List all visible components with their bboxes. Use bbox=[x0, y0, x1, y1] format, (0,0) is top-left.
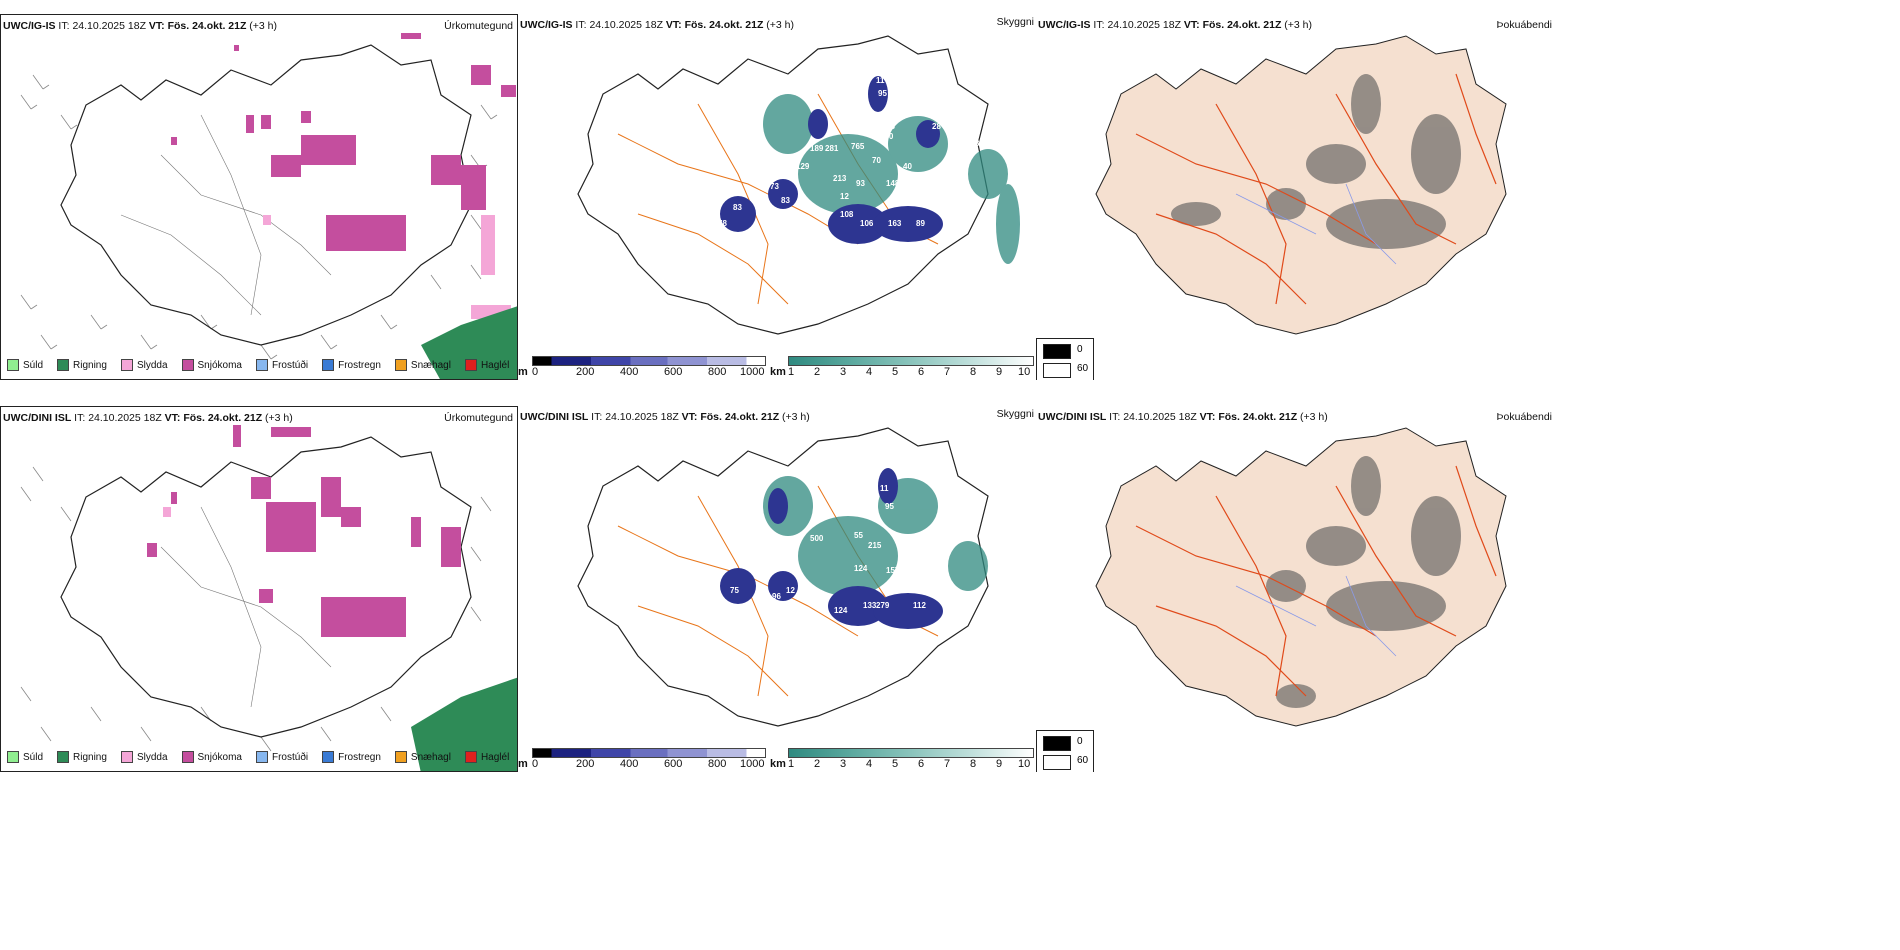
cloudbase-colorbar-row2: m 0 200 400 600 800 1000 bbox=[518, 748, 768, 772]
cloud-label: 55 bbox=[854, 531, 863, 540]
visibility-label-row2: Skyggni bbox=[996, 408, 1034, 420]
cloud-map-row2 bbox=[577, 427, 989, 727]
cloud-label: 279 bbox=[876, 601, 890, 610]
visibility-label-row1: Skyggni bbox=[996, 16, 1034, 28]
cloud-label: 148 bbox=[886, 179, 900, 188]
cloud-label: 148 bbox=[933, 524, 947, 533]
fog-map-row2 bbox=[1095, 427, 1507, 727]
cloud-label: 106 bbox=[860, 219, 874, 228]
cloud-label: 51 bbox=[856, 502, 865, 511]
fog-title-row1: UWC/IG-IS IT: 24.10.2025 18Z VT: Fös. 24… bbox=[1038, 19, 1313, 31]
fog-label-row2: Þokuábendi bbox=[1496, 411, 1552, 423]
visibility-colorbar-row1: km 1 2 3 4 5 6 7 8 9 10 bbox=[770, 356, 1036, 380]
cloud-label: 124 bbox=[834, 606, 848, 615]
cloud-label: 148 bbox=[930, 538, 944, 547]
cloud-label: 96 bbox=[772, 592, 781, 601]
precip-panel-row1: UWC/IG-IS IT: 24.10.2025 18Z VT: Fös. 24… bbox=[0, 14, 518, 380]
cloud-label: 129 bbox=[796, 162, 810, 171]
precip-legend-row2: Súld Rigning Slydda Snjókoma Frostúði Fr… bbox=[7, 751, 509, 763]
cloud-panel-row1: UWC/IG-IS IT: 24.10.2025 18Z VT: Fös. 24… bbox=[518, 14, 1036, 380]
fog-map-row1 bbox=[1095, 35, 1507, 335]
cloud-label: 95 bbox=[878, 89, 887, 98]
precip-type-label-row2: Úrkomutegund bbox=[444, 412, 513, 424]
cloudbase-colorbar-row1: m 0 200 400 600 800 1000 bbox=[518, 356, 768, 380]
cloud-label: 40 bbox=[903, 162, 912, 171]
cloud-label: 500 bbox=[810, 534, 824, 543]
precip-map-row2 bbox=[20, 425, 517, 771]
cloud-label: 12 bbox=[954, 182, 963, 191]
cloud-label: 163 bbox=[888, 219, 902, 228]
precip-type-label-row1: Úrkomutegund bbox=[444, 20, 513, 32]
cloud-label: 108 bbox=[840, 210, 854, 219]
cloud-label: 238 bbox=[964, 534, 978, 543]
fog-title-row2: UWC/DINI ISL IT: 24.10.2025 18Z VT: Fös.… bbox=[1038, 411, 1328, 423]
precip-legend-row1: Súld Rigning Slydda Snjókoma Frostúði Fr… bbox=[7, 359, 509, 371]
cloud-label: 112 bbox=[913, 601, 926, 610]
precip-title-row1: UWC/IG-IS IT: 24.10.2025 18Z VT: Fös. 24… bbox=[3, 20, 278, 32]
cloud-label: 89 bbox=[916, 219, 925, 228]
cloud-label: 83 bbox=[733, 203, 742, 212]
cloud-label: 75 bbox=[730, 586, 739, 595]
fog-legend-row1: 0 60 bbox=[1036, 338, 1094, 380]
cloud-label: 281 bbox=[825, 144, 839, 153]
precip-title-row2: UWC/DINI ISL IT: 24.10.2025 18Z VT: Fös.… bbox=[3, 412, 293, 424]
cloud-label: 78 bbox=[718, 219, 727, 228]
fog-panel-row2: UWC/DINI ISL IT: 24.10.2025 18Z VT: Fös.… bbox=[1036, 406, 1554, 772]
visibility-colorbar-row2: km 1 2 3 4 5 6 7 8 9 10 bbox=[770, 748, 1036, 772]
rain-area-row2 bbox=[411, 677, 517, 771]
cloud-label: 157 bbox=[886, 566, 900, 575]
precip-panel-row2: UWC/DINI ISL IT: 24.10.2025 18Z VT: Fös.… bbox=[0, 406, 518, 772]
cloud-label: 70 bbox=[872, 156, 881, 165]
cloud-label: 11 bbox=[880, 484, 889, 493]
cloud-panel-row2: UWC/DINI ISL IT: 24.10.2025 18Z VT: Fös.… bbox=[518, 406, 1036, 772]
cloud-title-row1: UWC/IG-IS IT: 24.10.2025 18Z VT: Fös. 24… bbox=[520, 19, 795, 31]
cloud-map-row1 bbox=[577, 35, 1020, 335]
cloud-label: 215 bbox=[868, 541, 882, 550]
cloud-label: 39 bbox=[840, 484, 849, 493]
cloud-label: 35 bbox=[662, 626, 671, 635]
cloud-label: 95 bbox=[885, 502, 894, 511]
rain-area-row1 bbox=[421, 306, 517, 379]
cloud-label: 90 bbox=[696, 226, 705, 235]
iceland-coast bbox=[60, 44, 472, 346]
cloud-label: 765 bbox=[851, 142, 865, 151]
fog-legend-row2: 0 60 bbox=[1036, 730, 1094, 772]
cloud-label: 80 bbox=[714, 606, 723, 615]
cloud-label: 73 bbox=[770, 182, 779, 191]
cloud-label: 25 bbox=[886, 122, 895, 131]
cloud-label: 82 bbox=[814, 210, 823, 219]
cloud-label: 213 bbox=[833, 174, 847, 183]
cloud-label: 260 bbox=[880, 132, 894, 141]
precip-map-row1 bbox=[20, 33, 517, 379]
cloud-label: 83 bbox=[816, 596, 825, 605]
cloud-label: 83 bbox=[781, 196, 790, 205]
cloud-label: 189 bbox=[810, 144, 824, 153]
cloud-label: 133 bbox=[863, 601, 877, 610]
cloud-label: 12 bbox=[840, 192, 849, 201]
fog-label-row1: Þokuábendi bbox=[1496, 19, 1552, 31]
cloud-label: 108 bbox=[966, 139, 980, 148]
cloud-label: 12 bbox=[786, 586, 795, 595]
cloud-label: 11 bbox=[876, 76, 885, 85]
cloud-label: 93 bbox=[856, 179, 865, 188]
cloud-title-row2: UWC/DINI ISL IT: 24.10.2025 18Z VT: Fös.… bbox=[520, 411, 810, 423]
fog-panel-row1: UWC/IG-IS IT: 24.10.2025 18Z VT: Fös. 24… bbox=[1036, 14, 1554, 380]
cloud-label: 75 bbox=[692, 614, 701, 623]
cloud-label: 124 bbox=[854, 564, 868, 573]
cloud-label: 28 bbox=[932, 122, 941, 131]
cloud-label: 13 bbox=[764, 704, 773, 713]
